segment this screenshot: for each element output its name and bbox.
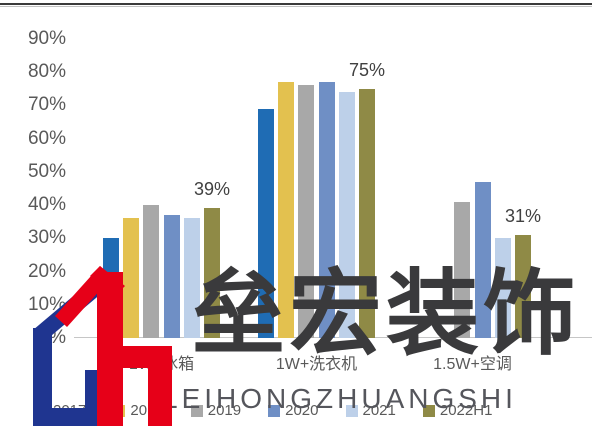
y-tick-60: 60% xyxy=(27,127,66,149)
bar-2020-1W+冰箱 xyxy=(163,214,180,338)
bar-2022H1-1W+冰箱 xyxy=(204,208,220,338)
legend-label-2022H1: 2022H1 xyxy=(439,402,493,419)
bar-2021-1W+冰箱 xyxy=(183,218,200,338)
data-label-2022H1-1.5W+空调: 31% xyxy=(504,205,542,226)
watermark-latin-text: LEIHONGZHUANGSHI xyxy=(162,383,517,414)
y-tick-80: 80% xyxy=(27,61,66,82)
legend-item-2020: 2020 xyxy=(268,402,319,419)
legend-item-2019: 2019 xyxy=(190,402,242,419)
category-label-3: 1.5W+空调 xyxy=(433,356,512,373)
legend-label-2019: 2019 xyxy=(207,402,242,419)
legend-swatch-2020 xyxy=(268,404,281,417)
bar-2022H1-1.5W+空调 xyxy=(515,234,531,338)
data-label-2022H1-1W+冰箱: 39% xyxy=(193,179,231,200)
legend-item-2022H1: 2022H1 xyxy=(422,402,493,419)
bar-2021-1W+洗衣机 xyxy=(338,91,355,338)
bar-2022H1-1W+洗衣机 xyxy=(359,88,375,338)
bar-2020-1.5W+空调 xyxy=(474,181,491,338)
bar-2017-1W+洗衣机 xyxy=(258,108,274,338)
legend-swatch-2021 xyxy=(345,404,358,417)
bar-2019-1W+洗衣机 xyxy=(298,85,315,338)
y-tick-50: 50% xyxy=(27,160,66,182)
bar-2020-1W+洗衣机 xyxy=(318,81,335,338)
legend-label-2020: 2020 xyxy=(285,402,319,419)
y-tick-40: 40% xyxy=(27,194,66,215)
bar-2021-1.5W+空调 xyxy=(494,238,511,338)
y-tick-30: 30% xyxy=(27,227,66,249)
y-tick-90: 90% xyxy=(27,27,66,49)
company-logo-icon xyxy=(33,266,172,426)
legend-label-2021: 2021 xyxy=(362,402,396,419)
bar-2018-1W+冰箱 xyxy=(123,218,140,338)
legend-swatch-2019 xyxy=(190,404,203,417)
legend-swatch-2022H1 xyxy=(422,404,435,417)
watermark-cjk-text: 垒宏装饰 xyxy=(192,262,580,366)
data-label-2022H1-1W+洗衣机: 75% xyxy=(348,59,386,80)
category-label-2: 1W+洗衣机 xyxy=(275,356,358,373)
top-rule-light xyxy=(0,6,592,7)
bar-2019-1.5W+空调 xyxy=(454,201,471,338)
y-tick-10: 10% xyxy=(27,293,66,315)
top-rule xyxy=(0,3,592,5)
bar-2019-1W+冰箱 xyxy=(143,205,160,338)
legend-item-2021: 2021 xyxy=(345,402,396,419)
y-tick-70: 70% xyxy=(27,94,66,116)
bar-2018-1W+洗衣机 xyxy=(278,81,295,338)
y-tick-20: 20% xyxy=(27,260,66,282)
